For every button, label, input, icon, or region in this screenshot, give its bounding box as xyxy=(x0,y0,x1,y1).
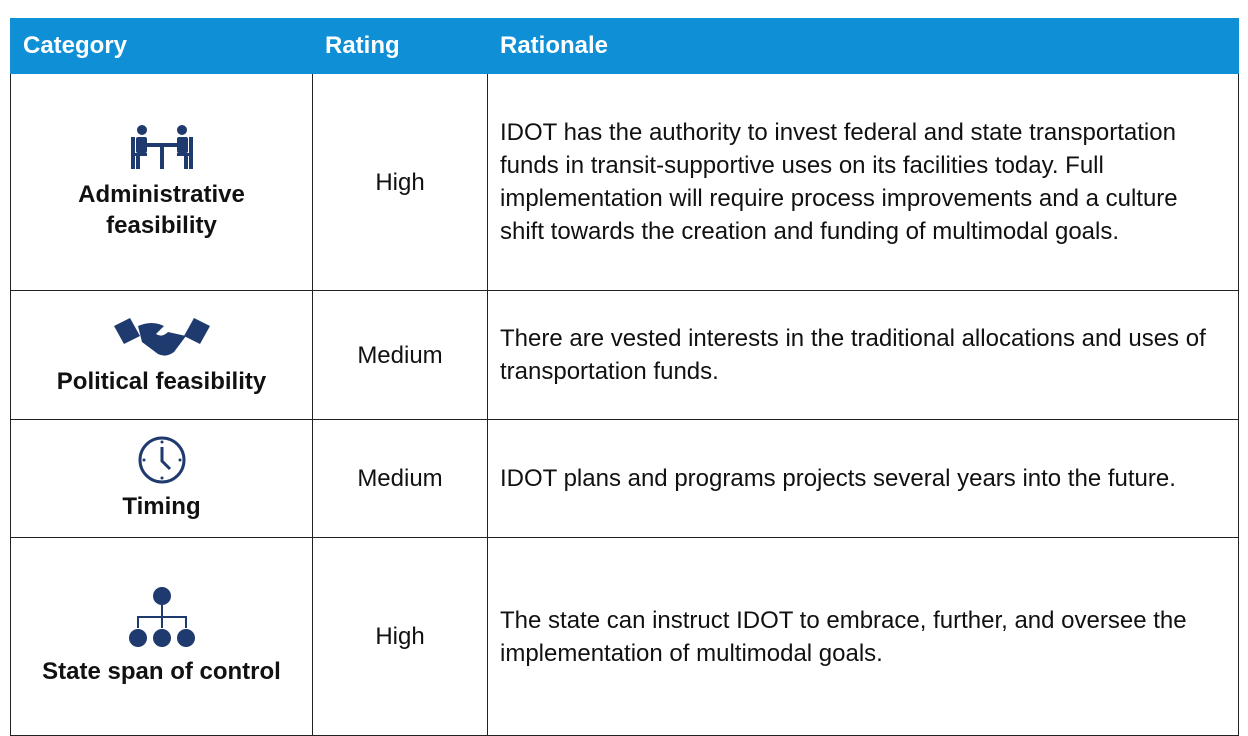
row: Administrative feasibility High IDOT has… xyxy=(10,73,1239,291)
category-label: Administrative feasibility xyxy=(78,181,245,239)
category-cell: Administrative feasibility xyxy=(10,73,313,291)
category-label: Political feasibility xyxy=(56,367,267,395)
rationale-cell: IDOT plans and programs projects several… xyxy=(487,419,1239,538)
category-label: State span of control xyxy=(42,658,281,685)
header-cell: Rationale xyxy=(487,18,1239,74)
row: State span of control High The state can… xyxy=(10,537,1239,736)
rationale-cell: There are vested interests in the tradit… xyxy=(487,290,1239,420)
org-chart-icon xyxy=(128,587,195,647)
category-cell: Timing xyxy=(10,419,313,538)
header-cell: Rating xyxy=(312,18,488,74)
meeting-icon xyxy=(130,125,193,169)
header-row: Category Rating Rationale xyxy=(10,18,1239,74)
category-cell: State span of control xyxy=(10,537,313,736)
rating-cell: High xyxy=(312,73,488,291)
rating-table: Category Rating Rationale Administrative… xyxy=(10,18,1239,736)
row: Political feasibility Medium There are v… xyxy=(10,290,1239,420)
rating-cell: Medium xyxy=(312,419,488,538)
rationale-cell: The state can instruct IDOT to embrace, … xyxy=(487,537,1239,736)
handshake-icon xyxy=(113,317,210,356)
category-label: Timing xyxy=(122,493,201,520)
header-cell: Category xyxy=(10,18,313,74)
rationale-cell: IDOT has the authority to invest federal… xyxy=(487,73,1239,291)
category-cell: Political feasibility xyxy=(10,290,313,420)
clock-icon xyxy=(138,436,185,484)
rating-cell: High xyxy=(312,537,488,736)
row: Timing Medium IDOT plans and programs pr… xyxy=(10,419,1239,538)
rating-cell: Medium xyxy=(312,290,488,420)
